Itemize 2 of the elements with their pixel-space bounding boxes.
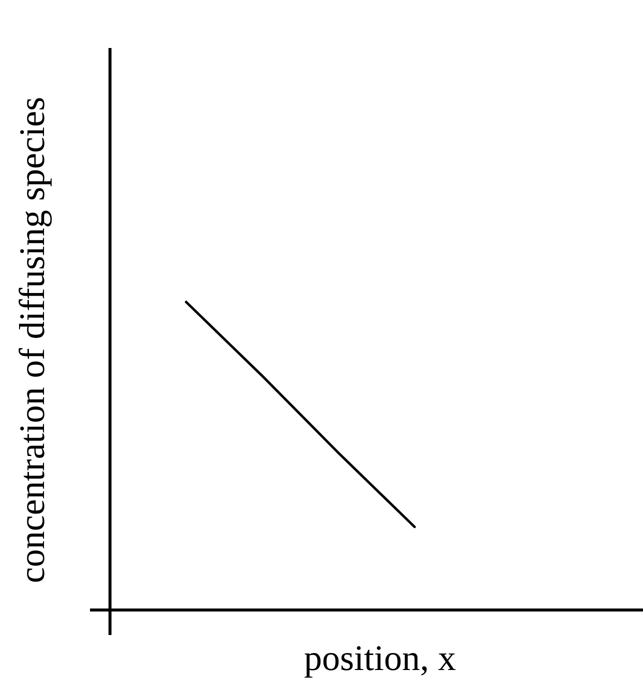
x-axis-title: position, x	[304, 638, 456, 678]
y-axis-title: concentration of diffusing species	[12, 96, 52, 584]
